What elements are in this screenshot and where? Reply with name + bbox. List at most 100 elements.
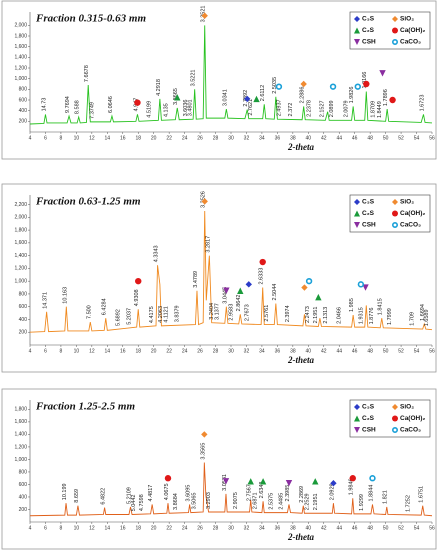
peak-label: 7.6678 [84,65,90,82]
peak-label: 1.8709 [371,101,377,118]
peak-label: 2.8642 [236,295,242,312]
peak-label: 5.6892 [116,309,122,326]
x-tick-label: 50 [383,525,389,531]
marker [369,475,376,482]
peak-label: 1.7252 [406,495,412,512]
marker [247,478,254,485]
peak-label: 2.5035 [272,77,278,94]
x-tick-label: 40 [306,135,312,141]
peak-label: 4.135 [164,103,170,117]
x-tick-label: 6 [44,525,47,531]
marker [305,277,313,285]
peak-label: 2.2869 [299,486,305,503]
legend-label: SiO₂ [400,199,414,206]
peak-label: 3.0445 [222,287,228,304]
x-tick-label: 18 [135,348,141,354]
x-tick-label: 52 [398,525,404,531]
legend-label: C₂S [362,415,375,422]
x-tick-label: 20 [151,135,157,141]
legend-symbol [354,404,360,410]
x-tick-label: 26 [197,525,203,531]
peak-label: 4.5199 [147,101,153,118]
peak-label: 3.8684 [173,493,179,510]
x-tick-label: 42 [321,525,327,531]
marker [389,96,396,104]
x-tick-label: 40 [306,525,312,531]
legend-symbol [354,16,360,22]
peak-label: 3.2404 [209,303,215,320]
x-tick-label: 16 [120,135,126,141]
peak-label: 3.4801 [188,99,194,116]
marker [329,83,337,90]
x-tick-label: 38 [290,525,296,531]
x-tick-label: 28 [213,135,219,141]
marker [312,478,319,485]
marker [164,475,172,482]
x-tick-label: 6 [44,348,47,354]
peak-label: 10.199 [62,483,68,500]
y-tick-label: 1,800 [14,407,27,413]
legend-label: SiO₂ [400,16,414,23]
peak-label: 2.6333 [259,268,265,285]
legend-symbol [391,222,398,229]
peak-label: 1.6723 [419,95,425,112]
marker [259,258,266,266]
x-tick-label: 30 [228,348,234,354]
legend-symbol [392,27,398,34]
x-tick-label: 4 [29,525,32,531]
y-tick-label: 400 [19,317,28,323]
peak-label: 2.1527 [320,100,326,117]
x-tick-label: 18 [135,525,141,531]
y-tick-label: 600 [19,97,28,103]
peak-label: 8.659 [74,489,80,503]
x-tick-label: 16 [120,348,126,354]
peak-label: 3.0341 [222,89,228,106]
peak-label: 1.709 [409,312,415,326]
peak-label: 3.2903 [206,492,212,509]
peak-label: 2.4937 [276,99,282,116]
y-tick-label: 600 [19,482,28,488]
peak-label: 2.5044 [272,284,278,301]
peak-label: 3.4789 [193,271,199,288]
peak-label: 4.7598 [139,494,145,511]
x-tick-label: 14 [105,135,111,141]
x-tick-label: 54 [414,525,420,531]
peak-label: 2.2529 [304,493,310,510]
legend-label: Ca(OH)₂ [400,210,425,217]
x-tick-label: 34 [259,348,265,354]
x-tick-label: 42 [321,135,327,141]
y-tick-label: 800 [19,291,28,297]
x-tick-label: 22 [166,348,172,354]
marker [285,480,293,487]
peak-label: 2.2886 [300,87,306,104]
x-tick-label: 24 [182,348,188,354]
marker [275,83,283,90]
peak-label: 2.4485 [279,493,285,510]
peak-label: 2.9583 [228,304,234,321]
marker [134,99,141,106]
x-tick-label: 34 [259,135,265,141]
peak-label: 14.73 [41,98,47,112]
x-tick-label: 50 [383,348,389,354]
peak-label: 1.8415 [378,298,384,315]
peak-label: 1.9315 [358,307,364,324]
x-tick-label: 46 [352,135,358,141]
x-tick-label: 8 [60,348,63,354]
peak-label: 1.9826 [349,87,355,104]
peak-label: 2.6348 [259,482,265,499]
x-tick-label: 36 [275,348,281,354]
marker [363,80,370,88]
y-tick-label: 1,400 [14,432,27,438]
y-tick-label: 1,400 [14,253,27,259]
y-tick-label: 2,000 [14,215,27,221]
xrd-line [29,25,433,125]
x-tick-label: 30 [228,135,234,141]
peak-label: 3.5065 [191,493,197,510]
peak-label: 1.9166 [362,72,368,89]
marker [315,293,322,301]
x-tick-label: 36 [275,135,281,141]
x-tick-label: 48 [367,348,373,354]
x-tick-label: 38 [290,135,296,141]
legend-symbol [392,415,398,422]
x-tick-label: 6 [44,135,47,141]
